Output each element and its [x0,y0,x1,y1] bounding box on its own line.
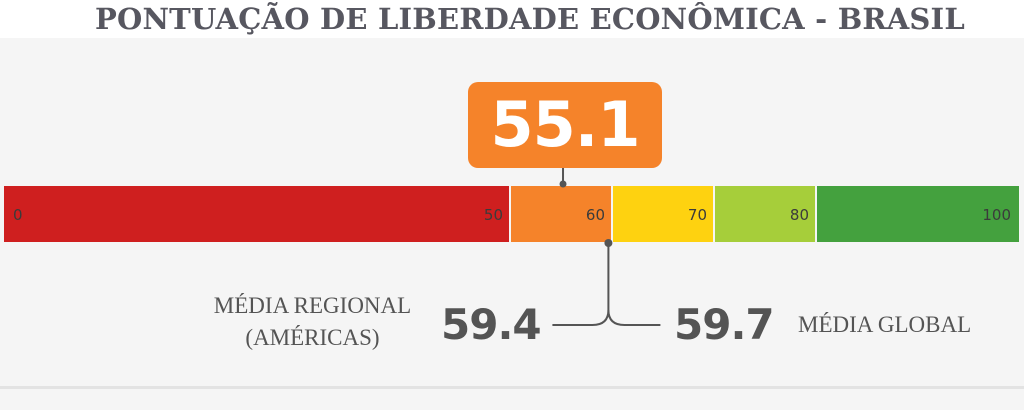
tick-label-50: 50 [484,206,503,224]
gauge-segment-70-80 [715,186,815,242]
global-average-label: MÉDIA GLOBAL [798,312,972,337]
regional-label-line1: MÉDIA REGIONAL [213,293,412,318]
tick-label-60: 60 [586,206,605,224]
regional-average-label: MÉDIA REGIONAL (AMÉRICAS) [200,290,425,354]
gauge-segment-50-60 [511,186,611,242]
tick-label-80: 80 [790,206,809,224]
gauge-segment-60-70 [613,186,713,242]
regional-average-value: 59.4 [441,300,542,349]
title-band [0,0,1024,38]
chart-title: PONTUAÇÃO DE LIBERDADE ECONÔMICA - BRASI… [95,2,965,36]
score-value: 55.1 [490,88,641,161]
regional-label-line2: (AMÉRICAS) [245,325,380,350]
tick-label-70: 70 [688,206,707,224]
regional-connector-line [552,245,610,326]
gauge-segment-0-50 [4,186,509,242]
gauge-segment-80-100 [817,186,1019,242]
average-pointer-dot [604,239,613,247]
global-average-value: 59.7 [674,300,775,349]
bottom-divider [0,386,1024,389]
global-connector-line [607,309,661,326]
tick-label-100: 100 [982,206,1011,224]
tick-label-0: 0 [13,206,23,224]
score-badge: 55.1 [468,82,662,168]
score-pointer-dot [559,180,567,188]
